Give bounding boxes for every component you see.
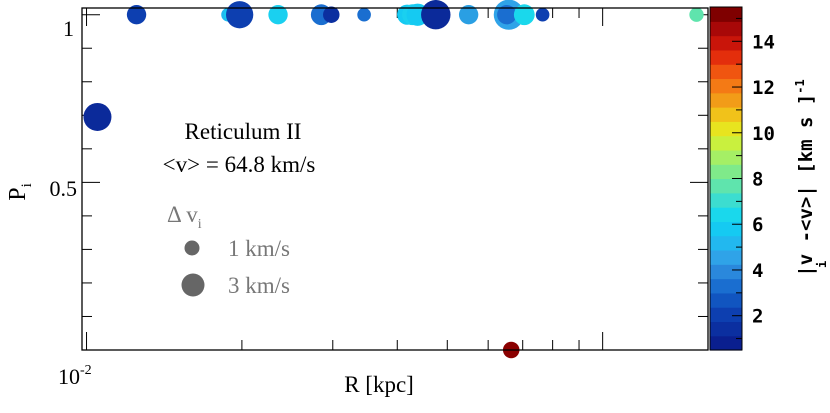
size-legend-marker-1 — [184, 240, 200, 256]
colorbar-band — [710, 21, 742, 37]
data-point-4 — [226, 1, 254, 29]
colorbar-band — [710, 149, 742, 165]
colorbar-tick-label-2: 2 — [752, 306, 763, 328]
colorbar-band — [710, 192, 742, 208]
colorbar-tick-label-10: 10 — [752, 123, 775, 145]
colorbar-tick-label-6: 6 — [752, 214, 763, 236]
y-tick-label-1: 1 — [63, 16, 74, 41]
colorbar-band — [710, 321, 742, 337]
colorbar-tick-label-14: 14 — [752, 31, 775, 53]
colorbar-band — [710, 235, 742, 251]
y-axis-label: Pi — [5, 183, 35, 201]
colorbar-band — [710, 307, 742, 323]
colorbar-band — [710, 221, 742, 237]
colorbar-tick-label-8: 8 — [752, 169, 763, 191]
chart-subtitle: <v> = 64.8 km/s — [163, 152, 316, 177]
axis-ticks — [82, 8, 708, 350]
colorbar-band — [710, 35, 742, 51]
colorbar-label-sup: -1 — [793, 79, 807, 93]
x-axis-label: R [kpc] — [344, 372, 414, 397]
data-point-13 — [458, 5, 479, 25]
size-legend-title-sub: i — [198, 217, 202, 232]
data-point-15 — [497, 5, 517, 25]
colorbar-band — [710, 107, 742, 122]
data-point-5 — [268, 5, 288, 25]
colorbar-band — [710, 49, 742, 65]
data-point-0 — [83, 102, 112, 131]
colorbar: 2 4 6 8 10 12 14 — [709, 6, 775, 351]
data-points — [83, 0, 704, 359]
colorbar-band — [710, 121, 742, 137]
data-point-17 — [535, 7, 550, 22]
colorbar-band — [710, 7, 742, 22]
size-legend-title: Δ vi — [167, 202, 202, 232]
colorbar-band — [710, 164, 742, 180]
x-tick-label: 10-2 — [58, 363, 92, 389]
data-point-8 — [357, 7, 371, 22]
data-point-19 — [689, 7, 704, 22]
colorbar-band — [710, 135, 742, 151]
colorbar-band — [710, 249, 742, 265]
colorbar-band — [710, 92, 742, 108]
colorbar-band — [710, 278, 742, 294]
size-legend-label-1: 1 km/s — [228, 236, 290, 261]
size-legend: Δ vi 1 km/s 3 km/s — [167, 202, 290, 298]
colorbar-band — [710, 78, 742, 94]
size-legend-marker-3 — [181, 273, 205, 297]
plot-frame — [81, 7, 709, 351]
x-tick-label-exp: -2 — [80, 363, 92, 378]
colorbar-label-sub: i — [815, 261, 829, 268]
colorbar-band — [710, 292, 742, 308]
chart-title: Reticulum II — [185, 119, 302, 144]
data-point-16 — [513, 4, 535, 26]
y-axis-label-sub: i — [19, 183, 35, 187]
data-point-7 — [323, 6, 340, 23]
size-legend-label-3: 3 km/s — [228, 273, 290, 298]
y-tick-label-0.5: 0.5 — [50, 176, 78, 201]
colorbar-band — [710, 64, 742, 80]
data-point-1 — [126, 5, 147, 25]
data-point-12 — [421, 0, 451, 30]
colorbar-band — [710, 207, 742, 222]
colorbar-tick-label-4: 4 — [752, 260, 763, 282]
colorbar-band — [710, 264, 742, 280]
colorbar-label: |v -<v>| [km s ]-1 — [793, 79, 817, 276]
colorbar-tick-label-12: 12 — [752, 77, 775, 99]
colorbar-band — [710, 335, 742, 351]
colorbar-band — [710, 178, 742, 194]
